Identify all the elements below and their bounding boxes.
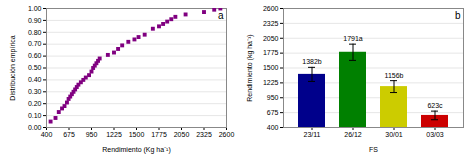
svg-text:Rendimiento (kg ha⁻¹): Rendimiento (kg ha⁻¹) [246, 34, 254, 101]
svg-text:950: 950 [86, 131, 98, 138]
svg-text:Rendimiento (Kg ha⁻¹): Rendimiento (Kg ha⁻¹) [102, 146, 171, 154]
svg-text:Distribución empírica: Distribución empírica [9, 35, 17, 100]
svg-text:0.00: 0.00 [28, 124, 42, 131]
svg-text:0.70: 0.70 [28, 40, 42, 47]
svg-text:a: a [218, 10, 224, 21]
svg-text:1156b: 1156b [385, 72, 404, 79]
svg-text:0.40: 0.40 [28, 76, 42, 83]
svg-text:FS: FS [369, 146, 378, 153]
svg-text:2050: 2050 [174, 131, 190, 138]
svg-text:1225: 1225 [263, 79, 279, 86]
svg-text:0.90: 0.90 [28, 17, 42, 24]
svg-text:23/11: 23/11 [304, 131, 321, 138]
svg-text:0.60: 0.60 [28, 52, 42, 59]
svg-text:1382b: 1382b [302, 58, 322, 65]
svg-text:1225: 1225 [106, 131, 122, 138]
svg-text:1.00: 1.00 [28, 5, 42, 12]
svg-text:0.80: 0.80 [28, 29, 42, 36]
svg-text:1775: 1775 [151, 131, 167, 138]
svg-text:0.20: 0.20 [28, 100, 42, 107]
svg-text:400: 400 [41, 131, 53, 138]
svg-text:2600: 2600 [219, 131, 235, 138]
svg-text:30/01: 30/01 [385, 131, 403, 138]
svg-text:26/12: 26/12 [344, 131, 362, 138]
svg-text:2600: 2600 [263, 5, 279, 12]
svg-text:950: 950 [267, 94, 279, 101]
svg-text:b: b [455, 10, 461, 21]
svg-text:675: 675 [267, 109, 279, 116]
svg-text:0.30: 0.30 [28, 88, 42, 95]
svg-text:0.50: 0.50 [28, 64, 42, 71]
svg-text:675: 675 [63, 131, 75, 138]
svg-text:03/03: 03/03 [426, 131, 444, 138]
svg-text:623c: 623c [427, 102, 443, 109]
svg-text:2325: 2325 [196, 131, 212, 138]
svg-text:2050: 2050 [263, 34, 279, 41]
svg-text:400: 400 [267, 124, 279, 131]
svg-text:2325: 2325 [263, 20, 279, 27]
svg-text:1500: 1500 [129, 131, 145, 138]
svg-text:0.10: 0.10 [28, 112, 42, 119]
svg-text:1791a: 1791a [343, 35, 363, 42]
svg-text:1500: 1500 [263, 64, 279, 71]
svg-text:1775: 1775 [263, 49, 279, 56]
